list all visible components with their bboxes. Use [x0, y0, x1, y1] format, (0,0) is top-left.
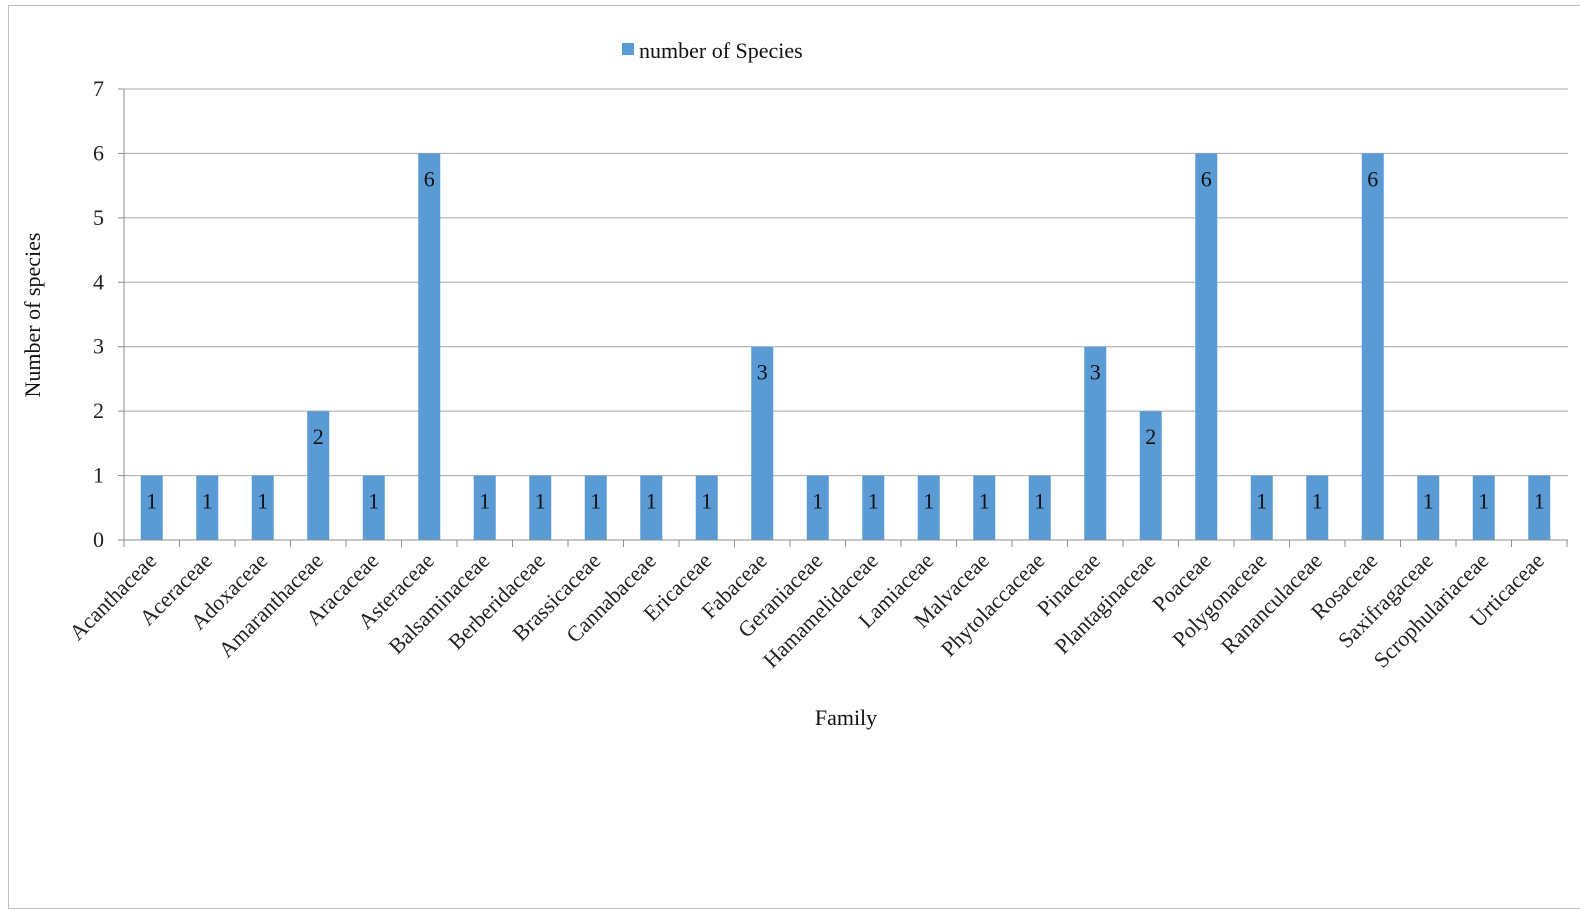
- data-label: 1: [590, 489, 601, 514]
- bar: [1139, 411, 1162, 540]
- bar: [584, 475, 607, 540]
- data-label: 1: [146, 489, 157, 514]
- gridlines: [124, 88, 1568, 477]
- axes: [118, 88, 1568, 547]
- data-label: 1: [923, 489, 934, 514]
- bar-series: [140, 153, 1551, 540]
- bar: [418, 153, 441, 540]
- y-tick-label: 6: [93, 140, 104, 165]
- bar: [695, 475, 718, 540]
- data-label: 3: [1090, 360, 1101, 385]
- y-tick-label: 3: [93, 334, 104, 359]
- data-label: 1: [202, 489, 213, 514]
- bar: [1028, 475, 1051, 540]
- data-label: 1: [646, 489, 657, 514]
- data-label: 1: [535, 489, 546, 514]
- chart-frame: [8, 5, 1580, 909]
- bar: [640, 475, 663, 540]
- x-tick-label: Acanthaceae: [64, 548, 161, 645]
- data-label: 1: [1478, 489, 1489, 514]
- bar: [806, 475, 829, 540]
- x-axis-title: Family: [815, 705, 877, 730]
- data-label: 6: [1201, 166, 1212, 191]
- bar: [196, 475, 219, 540]
- bar: [1361, 153, 1384, 540]
- y-tick-label: 7: [93, 76, 104, 101]
- data-label: 1: [1256, 489, 1267, 514]
- bar: [140, 475, 163, 540]
- x-tick-labels: AcanthaceaeAceraceaeAdoxaceaeAmaranthace…: [64, 548, 1549, 673]
- bar: [1084, 346, 1107, 540]
- data-label: 1: [1034, 489, 1045, 514]
- legend-label: number of Species: [639, 38, 803, 63]
- bar: [1528, 475, 1551, 540]
- y-tick-label: 2: [93, 398, 104, 423]
- bar: [751, 346, 774, 540]
- data-label: 1: [701, 489, 712, 514]
- bar: [917, 475, 940, 540]
- data-label: 2: [313, 424, 324, 449]
- bar: [1417, 475, 1440, 540]
- y-axis-title: Number of species: [20, 233, 45, 398]
- bar: [473, 475, 496, 540]
- data-label: 1: [1534, 489, 1545, 514]
- data-label: 1: [257, 489, 268, 514]
- y-tick-label: 0: [93, 527, 104, 552]
- data-label: 1: [1312, 489, 1323, 514]
- data-label: 6: [424, 166, 435, 191]
- data-label: 1: [812, 489, 823, 514]
- data-label: 1: [868, 489, 879, 514]
- data-label: 1: [979, 489, 990, 514]
- bar: [1250, 475, 1273, 540]
- y-tick-label: 5: [93, 205, 104, 230]
- y-tick-label: 4: [93, 269, 104, 294]
- bar: [362, 475, 385, 540]
- bar: [307, 411, 330, 540]
- legend: number of Species: [622, 38, 803, 63]
- bar: [1472, 475, 1495, 540]
- data-label: 3: [757, 360, 768, 385]
- legend-swatch: [622, 43, 634, 55]
- y-tick-labels: 0 1 2 3 4 5 6 7: [93, 76, 104, 552]
- bar: [862, 475, 885, 540]
- data-label: 2: [1145, 424, 1156, 449]
- data-label: 1: [1423, 489, 1434, 514]
- bar: [251, 475, 274, 540]
- data-label: 6: [1367, 166, 1378, 191]
- bar: [1195, 153, 1218, 540]
- bar: [973, 475, 996, 540]
- bar: [529, 475, 552, 540]
- data-label: 1: [368, 489, 379, 514]
- y-tick-label: 1: [93, 463, 104, 488]
- data-label: 1: [479, 489, 490, 514]
- bar: [1306, 475, 1329, 540]
